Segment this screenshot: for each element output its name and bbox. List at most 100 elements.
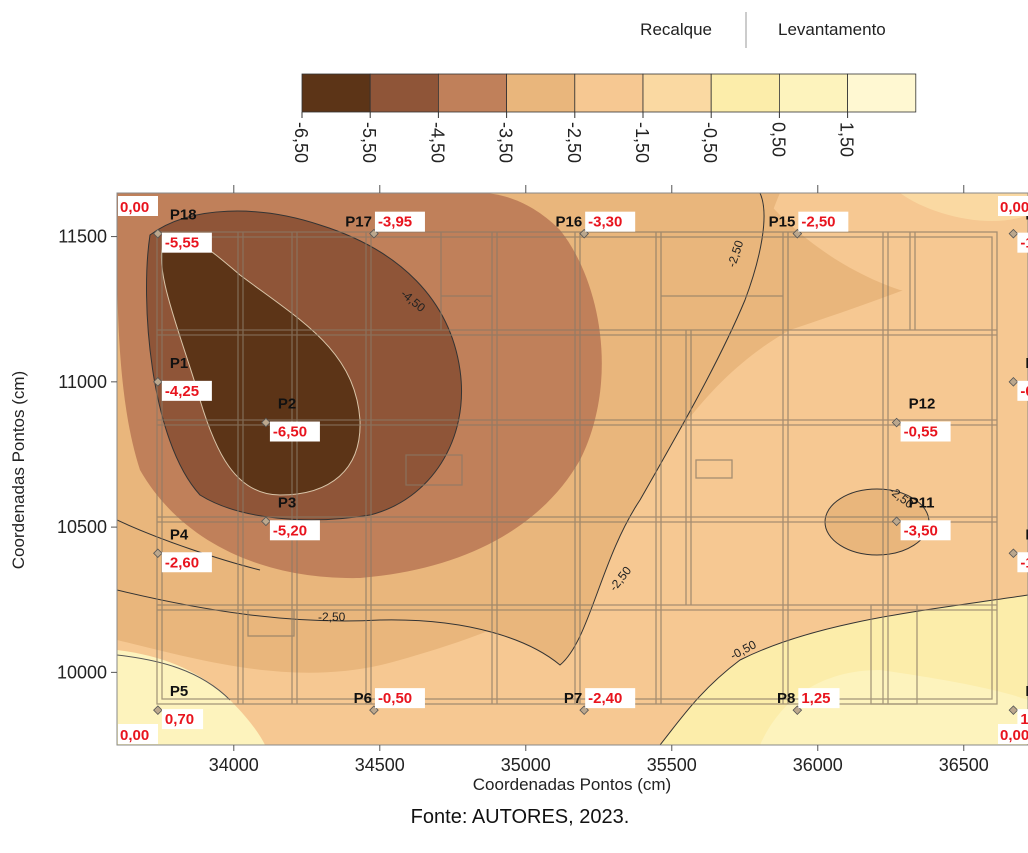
region-bottom-left <box>117 650 265 745</box>
point-value-badge <box>374 211 425 232</box>
contour-line-minus-0-5 <box>659 594 1028 745</box>
y-tick-label: 11000 <box>58 372 107 392</box>
region-top-right-b <box>900 193 1028 222</box>
legend-swatch <box>710 73 780 113</box>
legend-tick-label: -5,50 <box>359 122 379 163</box>
point-value-badge <box>585 211 636 232</box>
legend-right-label: Levantamento <box>778 20 886 39</box>
point-value: -6,50 <box>273 424 307 441</box>
point-value-badge <box>1017 552 1028 573</box>
point-value-badge <box>798 211 849 232</box>
legend-tick-label: -2,50 <box>564 122 584 163</box>
contour-map <box>117 193 1028 745</box>
corner-value-bottom-right: 0,00 <box>1000 727 1028 744</box>
corner-badge <box>998 724 1028 744</box>
legend-tick-label: -4,50 <box>427 122 447 163</box>
point-marker <box>1008 548 1019 559</box>
point-value: -0,50 <box>378 690 412 707</box>
legend-swatch <box>642 73 712 113</box>
point-name: P13 <box>1025 355 1028 372</box>
point-name: P11 <box>909 494 935 511</box>
x-tick-label: 36000 <box>793 755 843 775</box>
legend-tick-label: -0,50 <box>700 122 720 163</box>
corner-badge <box>998 196 1028 216</box>
point-name: P2 <box>278 396 296 413</box>
corner-value-top-left: 0,00 <box>120 199 149 216</box>
point-name: P16 <box>555 214 582 231</box>
legend-left-label: Recalque <box>640 20 712 39</box>
point-marker <box>1008 705 1019 715</box>
point-value: -0,90 <box>1020 383 1028 400</box>
point-name: P3 <box>278 494 296 511</box>
structural-frame <box>156 231 998 705</box>
legend-tick-label: -6,50 <box>291 122 311 163</box>
point-value: 0,70 <box>165 711 194 728</box>
point-value-badge <box>161 709 204 730</box>
y-tick-label: 11500 <box>58 227 107 247</box>
x-tick-label: 34500 <box>355 755 405 775</box>
legend-swatch <box>847 73 917 113</box>
point-value: -3,50 <box>904 522 938 539</box>
point-value-badge <box>269 421 320 442</box>
point-marker <box>1008 377 1019 387</box>
corner-badge <box>118 724 158 744</box>
point-name: P10 <box>1025 526 1028 543</box>
point-marker <box>261 516 271 527</box>
legend-swatch <box>437 73 507 113</box>
measurement-points: P18-5,55P17-3,95P16-3,30P15-2,50P14-1,55… <box>153 207 1028 730</box>
point-value-badge <box>585 688 636 709</box>
point-value-badge <box>1017 709 1028 730</box>
color-legend: -6,50 -5,50 -4,50 -3,50 -2,50 -1,50 -0,50 0,50 1… <box>291 73 917 163</box>
point-name: P8 <box>777 690 795 707</box>
corner-badge <box>118 196 158 216</box>
point-name: P9 <box>1025 683 1028 700</box>
legend-swatch <box>369 73 439 113</box>
point-marker <box>891 516 902 527</box>
point-value: -1,55 <box>1020 235 1028 252</box>
point-value-badge <box>900 421 951 442</box>
point-marker <box>891 417 902 428</box>
legend-tick-label: -1,50 <box>632 122 652 163</box>
point-name: P15 <box>769 214 796 231</box>
point-name: P5 <box>170 683 188 700</box>
point-marker <box>153 377 163 387</box>
point-value: -3,95 <box>378 214 412 231</box>
point-name: P6 <box>354 690 372 707</box>
legend-tick-label: -3,50 <box>496 122 516 163</box>
y-tick-label: 10000 <box>57 662 107 682</box>
region-level-minus-1-5 <box>117 240 1028 745</box>
point-name: P17 <box>345 214 372 231</box>
point-marker <box>261 417 271 428</box>
point-marker <box>1008 228 1019 239</box>
point-marker <box>153 705 163 715</box>
point-name: P12 <box>909 396 936 413</box>
point-value-badge <box>1017 380 1028 401</box>
point-value: -2,50 <box>801 214 835 231</box>
x-tick-label: 34000 <box>209 755 259 775</box>
point-value-badge <box>374 688 425 709</box>
point-value: -1,60 <box>1020 554 1028 571</box>
point-name: P18 <box>170 207 197 224</box>
x-tick-label: 35500 <box>647 755 697 775</box>
point-value: -5,55 <box>165 235 199 252</box>
legend-swatch <box>779 73 849 113</box>
point-value-badge <box>1017 232 1028 253</box>
corner-value-top-right: 0,00 <box>1000 199 1028 216</box>
plot-border <box>116 192 1028 746</box>
point-value: -3,30 <box>588 214 622 231</box>
point-value: 1,60 <box>1020 711 1028 728</box>
axes: 34000 34500 35000 35500 36000 36500 10000 10500… <box>57 185 989 775</box>
legend-swatch <box>506 73 576 113</box>
point-value-badge <box>900 520 951 541</box>
y-tick-label: 10500 <box>57 517 107 537</box>
point-value: -4,25 <box>165 383 199 400</box>
point-name: P1 <box>170 355 188 372</box>
contour-label: -2,50 <box>318 610 346 624</box>
legend-swatch <box>301 73 371 113</box>
point-name: P4 <box>170 526 189 543</box>
point-value: -2,40 <box>588 690 622 707</box>
corner-value-bottom-left: 0,00 <box>120 727 149 744</box>
point-value-badge <box>269 520 320 541</box>
y-axis-title: Coordenadas Pontos (cm) <box>9 371 28 569</box>
